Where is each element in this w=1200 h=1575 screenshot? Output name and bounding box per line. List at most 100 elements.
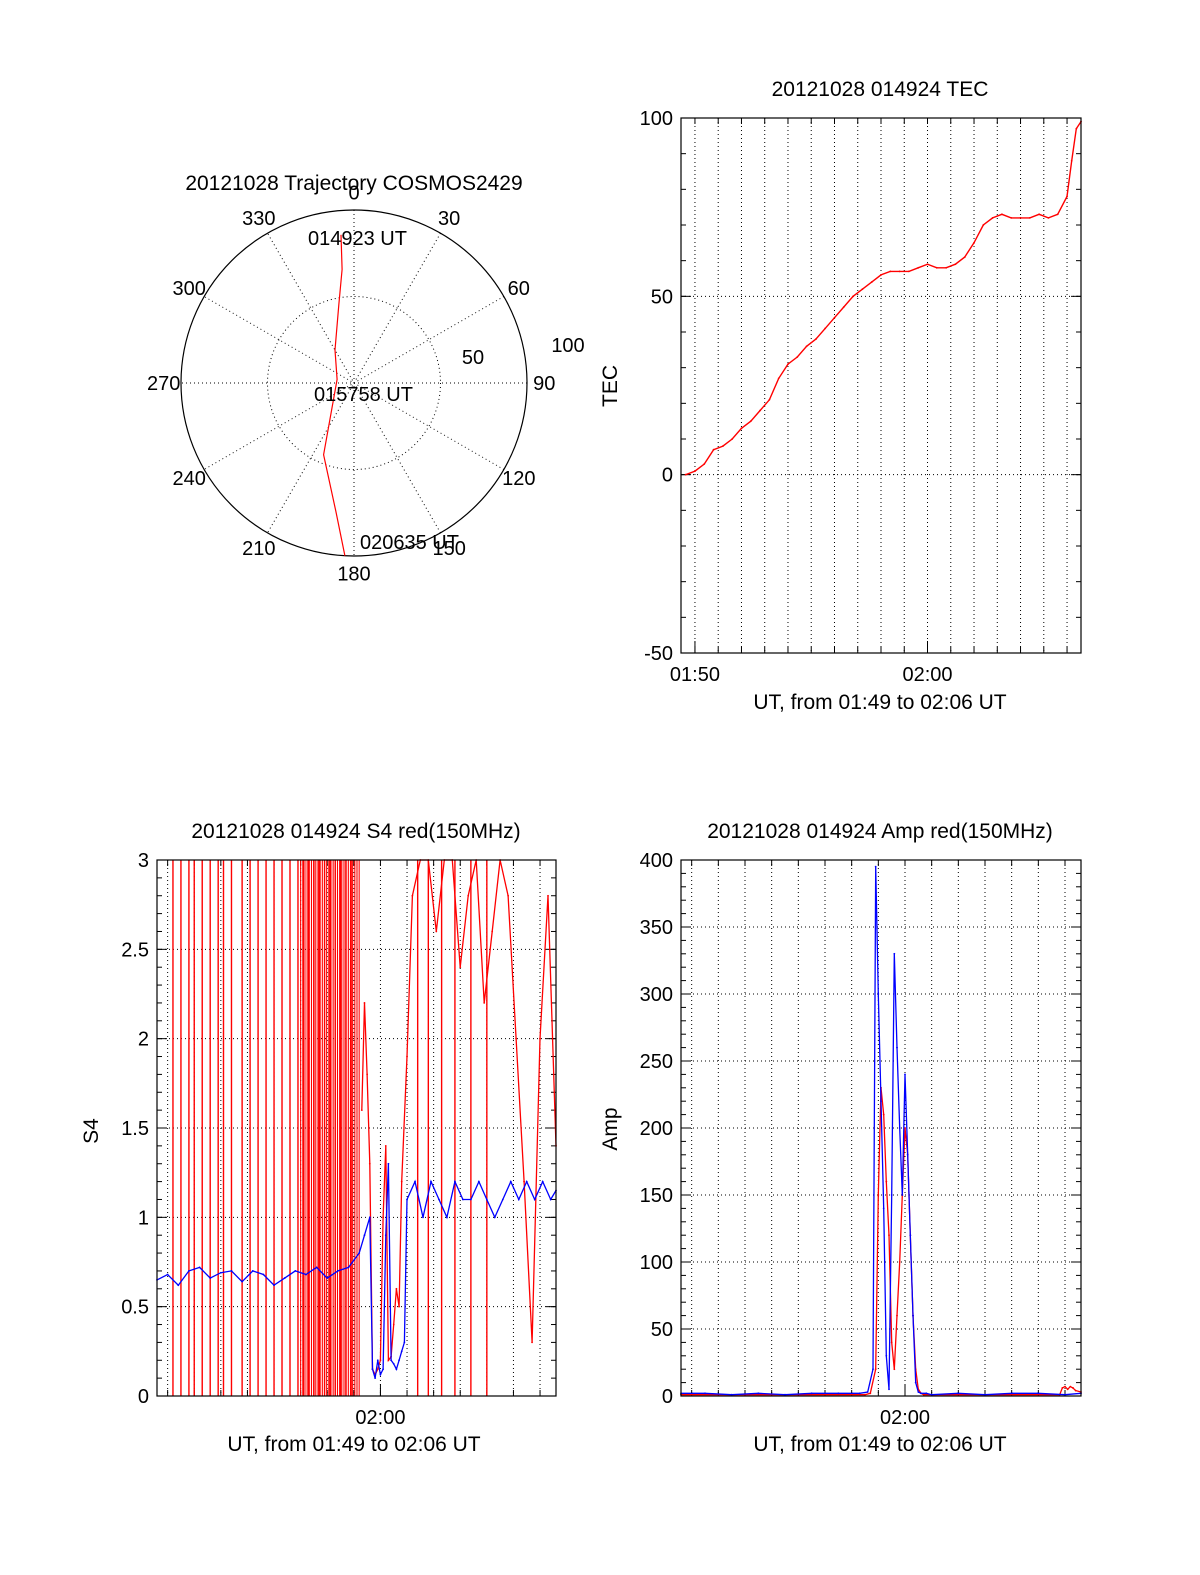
amp-ylabel: Amp [599,1107,622,1150]
tec-ytick-label-2: 50 [651,286,673,308]
tec-red-point [740,427,743,430]
s4-red-point [491,930,494,933]
s4-red-point [384,1144,387,1147]
s4-blue-point [219,1271,222,1274]
s4-blue-point [533,1198,536,1201]
s4-blue-point [166,1273,169,1276]
s4-blue-point [525,1180,528,1183]
tec-plot-area: -50 0 50 100 01:50 02:00 [640,108,1082,686]
s4-blue-point [395,1368,398,1371]
amp-blue-point [890,1194,893,1196]
polar-radial-label-100: 100 [551,335,584,357]
amp-ytick-label-4: 200 [640,1118,673,1140]
tec-red-point [889,270,892,273]
tec-red-point [684,473,687,476]
tec-red-point [824,327,827,330]
amp-blue-point [917,1391,920,1393]
amp-ytick-label-1: 50 [651,1319,673,1341]
amp-red-point [888,1234,890,1237]
amp-blue-point [882,1207,885,1210]
amp-series-blue-line [681,866,1082,1396]
s4-blue-point [358,1252,361,1254]
amp-red-point [904,1127,906,1129]
tec-red-point [1047,216,1050,219]
s4-red-point [435,930,438,933]
tec-red-point [852,295,854,298]
tec-red-point [898,270,901,273]
s4-series-red-line [361,859,557,1377]
amp-blue-point [784,1393,786,1396]
s4-blue-point [305,1273,307,1276]
tec-red-point [1028,216,1031,219]
polar-angle-label-300: 300 [173,278,206,300]
amp-blue-point [930,1393,933,1396]
amp-blue-point [837,1392,840,1395]
s4-ytick-label-2: 1 [138,1207,149,1229]
amp-red-point [877,1194,880,1196]
s4-red-point [483,1002,486,1004]
s4-red-point [395,1287,398,1290]
amp-ytick-label-8: 400 [640,850,673,872]
tec-red-point [1066,195,1068,198]
s4-red-point [531,1341,533,1344]
polar-annotation-middle: 015758 UT [314,384,413,406]
s4-xlabel: UT, from 01:49 to 02:06 UT [227,1433,480,1456]
s4-blue-point [509,1180,512,1183]
s4-xtick-label-0: 02:00 [355,1407,405,1429]
amp-blue-point [901,1194,904,1196]
s4-red-point [523,1180,525,1183]
tec-red-point [926,263,929,266]
tec-ytick-label-0: -50 [644,643,673,665]
tec-red-point [1038,213,1041,216]
s4-red-point [398,1305,400,1308]
s4-ytick-label-6: 3 [138,850,149,872]
tec-red-point [1001,213,1003,216]
s4-blue-point [462,1198,464,1201]
amp-red-point [896,1314,898,1317]
tec-red-point [805,345,808,348]
amp-blue-point [874,865,877,868]
polar-angle-label-270: 270 [147,373,180,395]
s4-red-point [366,1073,369,1076]
s4-red-point [400,1180,403,1183]
amp-ytick-label-3: 150 [640,1185,673,1207]
s4-blue-point [230,1270,233,1272]
amp-xlabel: UT, from 01:49 to 02:06 UT [753,1433,1006,1456]
polar-annotation-end: 020635 UT [360,532,459,554]
s4-red-point [382,1216,384,1219]
s4-red-point [459,966,462,969]
s4-plot-area: 0 0.5 1 1.5 2 2.5 3 02:00 [121,850,557,1429]
amp-ytick-label-7: 350 [640,917,673,939]
amp-red-point [1066,1388,1069,1391]
tec-red-point [777,377,780,380]
amp-blue-point [1037,1392,1040,1395]
s4-blue-point [379,1373,382,1376]
s4-blue-point [430,1180,432,1183]
polar-angle-label-0: 0 [348,183,359,205]
amp-blue-point [880,1100,882,1103]
amp-blue-point [872,1368,874,1371]
s4-blue-point [198,1266,201,1269]
amp-blue-point [898,1127,901,1129]
s4-blue-point [446,1216,448,1219]
s4-red-point [392,1323,395,1326]
polar-trajectory [322,234,346,556]
amp-blue-point [704,1392,706,1395]
s4-ytick-label-4: 2 [138,1029,149,1051]
s4-blue-point [368,1216,371,1219]
s4-blue-point [283,1277,286,1279]
s4-red-point [406,1055,408,1058]
s4-axes-frame [156,859,557,1397]
polar-angle-label-330: 330 [242,208,275,230]
s4-blue-point [414,1180,416,1183]
amp-red-point [864,1393,866,1396]
tec-red-point [731,438,734,440]
amp-blue-point [885,1354,888,1357]
amp-blue-point [906,1153,909,1156]
s4-blue-point [549,1198,552,1201]
s4-blue-point [241,1280,244,1283]
amp-red-point [922,1393,925,1396]
s4-blue-point [326,1277,329,1279]
tec-red-point [954,263,957,266]
